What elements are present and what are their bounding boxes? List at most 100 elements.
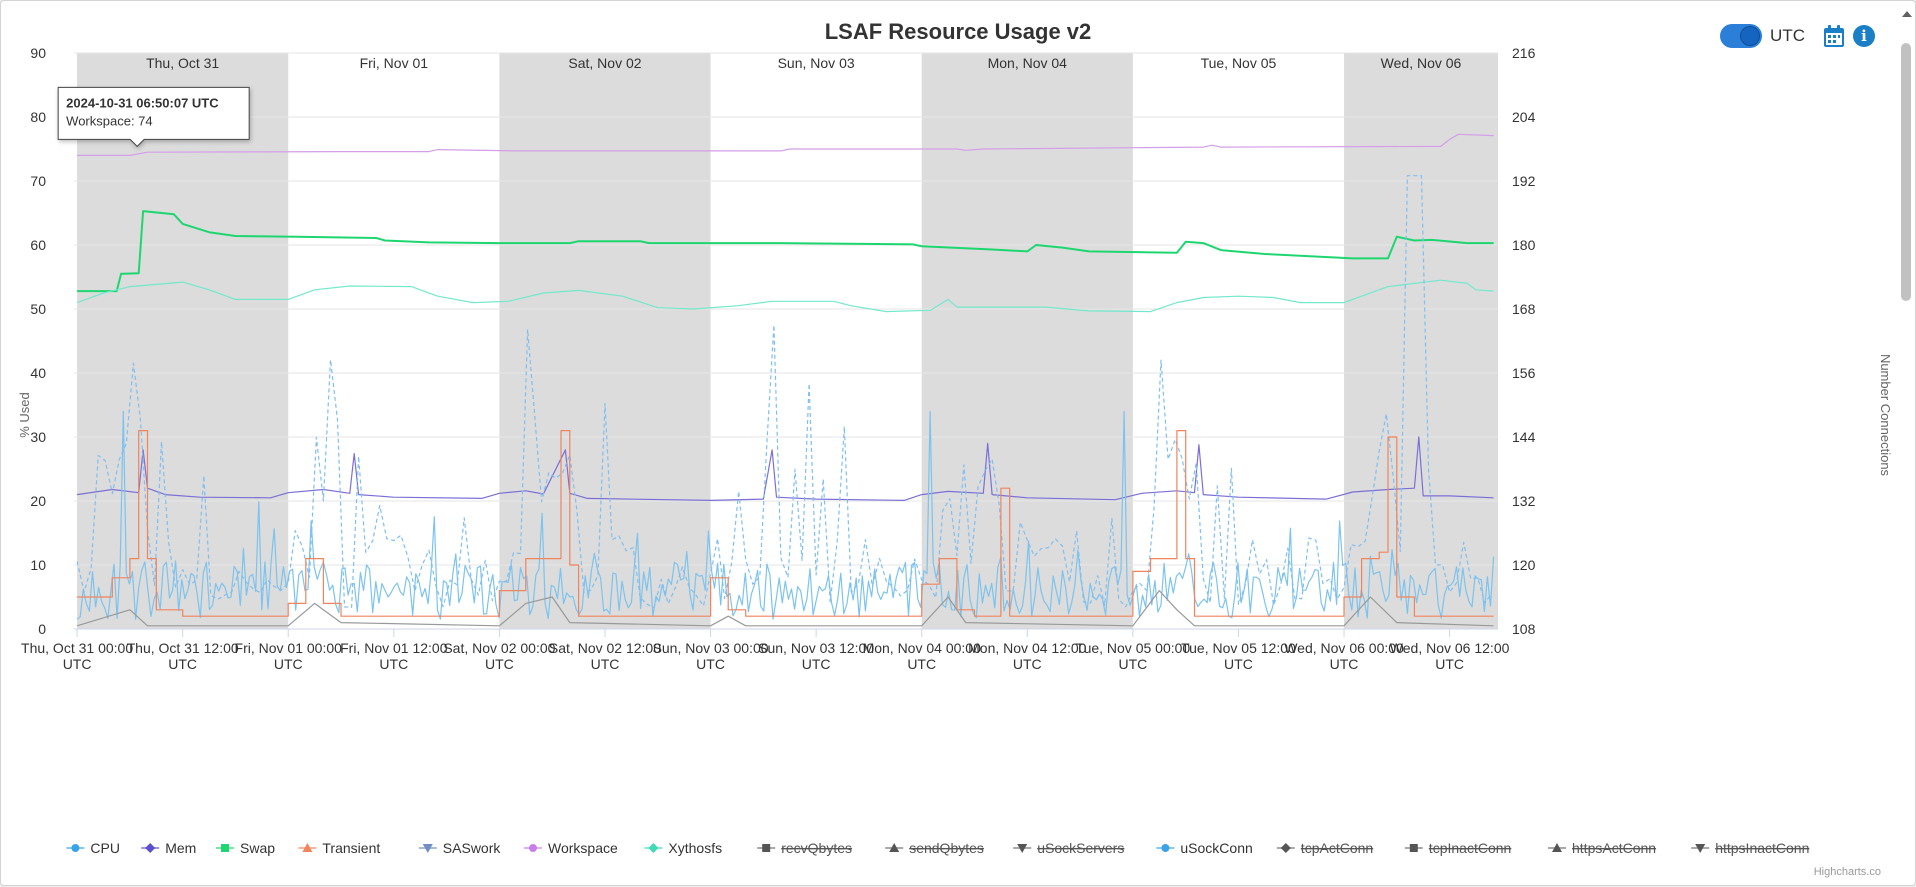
legend-triangle-icon xyxy=(1552,843,1562,852)
scroll-up-arrow-icon[interactable] xyxy=(1902,11,1912,17)
x-tick-label-tz: UTC xyxy=(63,656,92,672)
day-band-4 xyxy=(921,53,1133,629)
legend-item-saswork[interactable]: SASwork xyxy=(418,840,502,856)
legend-circle-icon xyxy=(71,844,80,852)
tooltip-box xyxy=(57,86,250,148)
info-icon[interactable]: i xyxy=(1853,25,1875,47)
legend-label: recvQbytes xyxy=(781,840,852,856)
legend-item-httpsinactconn[interactable]: httpsInactConn xyxy=(1691,840,1809,856)
x-tick-label-tz: UTC xyxy=(907,656,936,672)
tooltip-title: 2024-10-31 06:50:07 UTC xyxy=(66,95,219,110)
y-tick-right: 216 xyxy=(1512,45,1536,61)
x-tick-label: Sat, Nov 02 00:00 xyxy=(443,640,555,656)
y-tick-left: 10 xyxy=(30,557,46,573)
day-band-label: Sun, Nov 03 xyxy=(778,55,855,71)
legend-label: httpsInactConn xyxy=(1715,840,1809,856)
y-tick-left: 90 xyxy=(30,45,46,61)
x-tick-label: Sat, Nov 02 12:00 xyxy=(549,640,661,656)
series-cpu xyxy=(76,410,1495,620)
legend-diamond-icon xyxy=(648,843,659,853)
legend-item-tcpactconn[interactable]: tcpActConn xyxy=(1276,840,1373,856)
legend-item-swap[interactable]: Swap xyxy=(216,840,275,856)
legend-label: tcpInactConn xyxy=(1429,840,1512,856)
day-band-label: Sat, Nov 02 xyxy=(568,55,641,71)
y-tick-right: 204 xyxy=(1512,109,1536,125)
vertical-scrollbar[interactable] xyxy=(1899,11,1913,883)
day-band-label: Mon, Nov 04 xyxy=(988,55,1068,71)
utc-toggle[interactable] xyxy=(1720,24,1763,48)
legend-label: httpsActConn xyxy=(1572,840,1656,856)
series-transient xyxy=(77,430,1494,617)
day-band-0 xyxy=(77,53,289,629)
x-tick-label-tz: UTC xyxy=(802,656,831,672)
legend-item-workspace[interactable]: Workspace xyxy=(524,840,618,856)
legend-item-usockconn[interactable]: uSockConn xyxy=(1156,840,1253,856)
legend-square-icon xyxy=(1409,844,1418,852)
credits-link[interactable]: Highcharts.co xyxy=(1814,866,1881,878)
legend-triangle-down-icon xyxy=(422,844,433,853)
x-tick-label-tz: UTC xyxy=(1224,656,1253,672)
scrollbar-thumb[interactable] xyxy=(1901,43,1911,301)
day-band-label: Tue, Nov 05 xyxy=(1201,55,1277,71)
legend-item-httpsactconn[interactable]: httpsActConn xyxy=(1548,840,1656,856)
y-tick-right: 144 xyxy=(1512,429,1536,445)
calendar-icon[interactable] xyxy=(1823,24,1845,48)
legend-label: Mem xyxy=(165,840,196,856)
x-tick-label-tz: UTC xyxy=(1013,656,1042,672)
legend-square-icon xyxy=(221,844,229,852)
x-tick-label: Thu, Oct 31 12:00 xyxy=(127,640,239,656)
series-xythosfs xyxy=(76,279,1494,313)
legend-item-tcpinactconn[interactable]: tcpInactConn xyxy=(1404,840,1512,856)
legend-triangle-icon xyxy=(302,843,313,852)
x-tick-label: Mon, Nov 04 00:00 xyxy=(863,640,982,656)
legend-item-xythosfs[interactable]: Xythosfs xyxy=(644,840,722,856)
legend-item-mem[interactable]: Mem xyxy=(141,840,196,856)
y-axis-left-title: % Used xyxy=(17,392,32,438)
legend-item-sendqbytes[interactable]: sendQbytes xyxy=(885,840,984,856)
legend-label: tcpActConn xyxy=(1301,840,1373,856)
y-tick-left: 0 xyxy=(38,621,46,637)
toggle-knob xyxy=(1740,26,1761,46)
x-tick-label-tz: UTC xyxy=(168,656,197,672)
y-tick-left: 20 xyxy=(30,493,46,509)
x-tick-label-tz: UTC xyxy=(1330,656,1359,672)
day-bands: Thu, Oct 31 Fri, Nov 01 Sat, Nov 02 Sun, No… xyxy=(77,53,1498,629)
tooltip-body: Workspace: 74 xyxy=(66,113,152,128)
legend-label: Transient xyxy=(322,840,380,856)
legend-item-usockservers[interactable]: uSockServers xyxy=(1013,840,1124,856)
y-tick-left: 50 xyxy=(30,301,46,317)
x-tick-label: Fri, Nov 01 00:00 xyxy=(235,640,343,656)
series-saswork xyxy=(76,590,1494,627)
y-tick-right: 180 xyxy=(1512,237,1536,253)
day-band-label: Thu, Oct 31 xyxy=(146,55,219,71)
legend-label: sendQbytes xyxy=(909,840,984,856)
legend-label: uSockConn xyxy=(1180,840,1252,856)
legend-diamond-icon xyxy=(145,843,156,853)
top-controls: UTC i xyxy=(1720,21,1875,51)
legend-item-cpu[interactable]: CPU xyxy=(66,840,120,856)
legend-label: uSockServers xyxy=(1037,840,1124,856)
x-tick-label: Fri, Nov 01 12:00 xyxy=(340,640,448,656)
chart-title: LSAF Resource Usage v2 xyxy=(825,19,1092,44)
legend-item-transient[interactable]: Transient xyxy=(298,840,380,856)
y-tick-right: 120 xyxy=(1512,557,1536,573)
y-tick-right: 108 xyxy=(1512,621,1536,637)
x-tick-label: Sun, Nov 03 12:00 xyxy=(758,640,874,656)
y-tick-left: 30 xyxy=(30,429,46,445)
x-tick-label-tz: UTC xyxy=(696,656,725,672)
axes: 0 10 20 30 40 50 60 70 80 90 108 120 132 144 156 168 180… xyxy=(21,45,1536,672)
y-axis-right-title: Number Connections xyxy=(1878,354,1893,477)
x-tick-label-tz: UTC xyxy=(1435,656,1464,672)
legend-square-icon xyxy=(762,844,771,852)
x-tick-label: Wed, Nov 06 12:00 xyxy=(1390,640,1510,656)
y-tick-left: 60 xyxy=(30,237,46,253)
series-mem xyxy=(77,436,1494,501)
x-tick-label-tz: UTC xyxy=(1118,656,1147,672)
y-tick-right: 132 xyxy=(1512,493,1536,509)
day-band-2 xyxy=(499,53,711,629)
legend-triangle-down-icon xyxy=(1695,844,1706,853)
legend-triangle-down-icon xyxy=(1017,844,1028,853)
legend-item-recvqbytes[interactable]: recvQbytes xyxy=(757,840,852,856)
x-tick-label-tz: UTC xyxy=(485,656,514,672)
